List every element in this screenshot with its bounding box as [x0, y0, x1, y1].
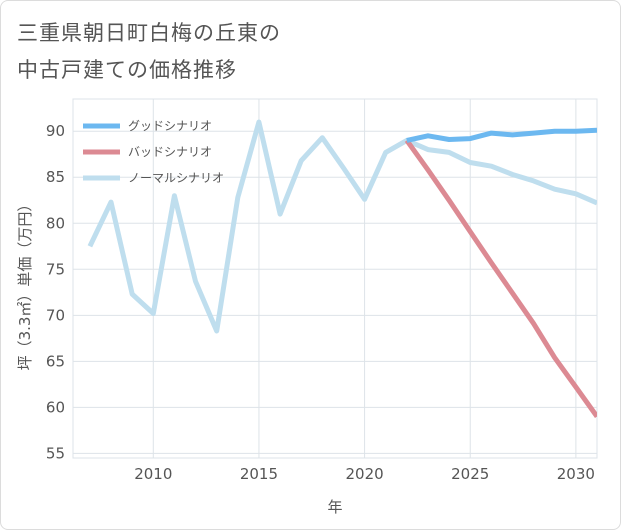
- chart-title: 三重県朝日町白梅の丘東の 中古戸建ての価格推移: [17, 15, 281, 89]
- y-tick-label: 75: [46, 260, 65, 278]
- y-tick-label: 85: [46, 168, 65, 186]
- grid: [72, 98, 598, 459]
- x-tick-label: 2020: [345, 465, 383, 483]
- y-tick-label: 80: [46, 214, 65, 232]
- x-axis-title: 年: [327, 498, 342, 516]
- y-tick-label: 60: [46, 398, 65, 416]
- chart-title-line-2: 中古戸建ての価格推移: [17, 58, 237, 82]
- y-tick-label: 70: [46, 306, 65, 324]
- series-lines: [87, 119, 597, 419]
- legend-label-good: グッドシナリオ: [128, 119, 212, 133]
- series-line-good: [406, 127, 597, 143]
- legend-label-bad: バッドシナリオ: [128, 145, 212, 159]
- y-tick-label: 65: [46, 352, 65, 370]
- chart-title-line-1: 三重県朝日町白梅の丘東の: [17, 21, 281, 45]
- legend-label-normal: ノーマルシナリオ: [128, 171, 224, 185]
- series-line-normal: [87, 119, 597, 334]
- y-tick-label: 55: [46, 444, 65, 462]
- x-tick-label: 2010: [134, 465, 172, 483]
- axes: 55 60 65 70 75 80 85 90 2010 2015 2020 2025 2030 年 坪（3…: [16, 122, 595, 516]
- series-line-bad: [404, 138, 597, 419]
- y-tick-label: 90: [46, 122, 65, 140]
- x-tick-label: 2015: [240, 465, 278, 483]
- x-tick-label: 2025: [451, 465, 489, 483]
- plot-area: [72, 98, 598, 459]
- x-tick-label: 2030: [557, 465, 595, 483]
- y-axis-title: 坪（3.3㎡）単価（万円）: [16, 197, 34, 371]
